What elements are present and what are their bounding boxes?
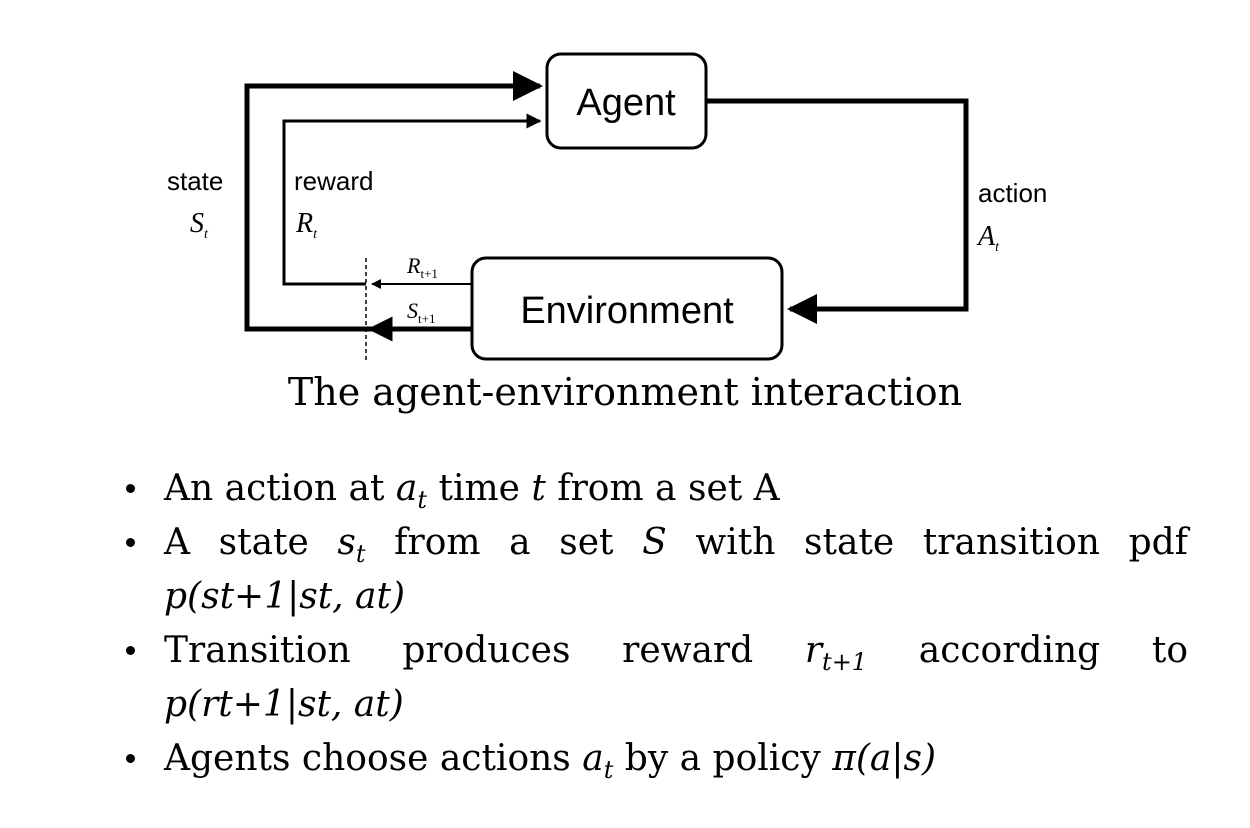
bullet-dot [126,754,135,763]
bullet-continuation: p(rt+1|st, at) [164,684,404,725]
math-a: at [582,738,614,784]
bullet-action: An action at at time t from a set A [120,462,1188,516]
bullet-text: from a set [365,522,643,563]
bullet-dot [126,538,135,547]
math-t: t [531,468,546,509]
agent-environment-diagram: Agent Environment state St reward Rt act… [167,52,1047,362]
bullet-text: from a set A [545,468,780,509]
state-arrow [244,71,543,332]
state-word: state [167,166,223,196]
reward-word: reward [294,166,373,196]
agent-label: Agent [576,82,676,124]
bullet-text: A state [164,522,338,563]
bullet-transition: Transition produces reward rt+1 accordin… [120,624,1188,732]
bullet-policy: Agents choose actions at by a policy π(a… [120,732,1188,786]
bullet-state: A state st from a set S with state trans… [120,516,1188,624]
bullet-continuation: p(st+1|st, at) [164,576,406,617]
action-symbol: At [976,221,1000,255]
bullet-text: An action at [164,468,396,509]
action-arrow [706,98,969,324]
bullet-text: with state transition pdf [666,522,1188,563]
bullet-dot [126,484,135,493]
math-S: S [642,522,667,563]
reward-symbol: Rt [295,208,318,242]
environment-label: Environment [520,290,734,332]
state-symbol: St [190,208,209,242]
math-s: st [337,522,366,568]
next-state-symbol: St+1 [407,298,435,326]
bullet-list: An action at at time t from a set A A st… [120,462,1188,786]
bullet-text: according to [867,630,1188,671]
environment-node [470,256,784,361]
math-r: rt+1 [804,630,868,676]
bullet-dot [126,646,135,655]
next-reward-symbol: Rt+1 [406,253,438,281]
action-word: action [978,178,1047,208]
diagram-caption: The agent-environment interaction [287,370,963,414]
bullet-text: time [427,468,532,509]
math-a: at [395,468,428,514]
reward-arrow [282,113,542,286]
math-policy: π(a|s) [832,738,937,779]
bullet-text: Agents choose actions [164,738,583,779]
bullet-text: Transition produces reward [164,630,805,671]
bullet-text: by a policy [613,738,833,779]
